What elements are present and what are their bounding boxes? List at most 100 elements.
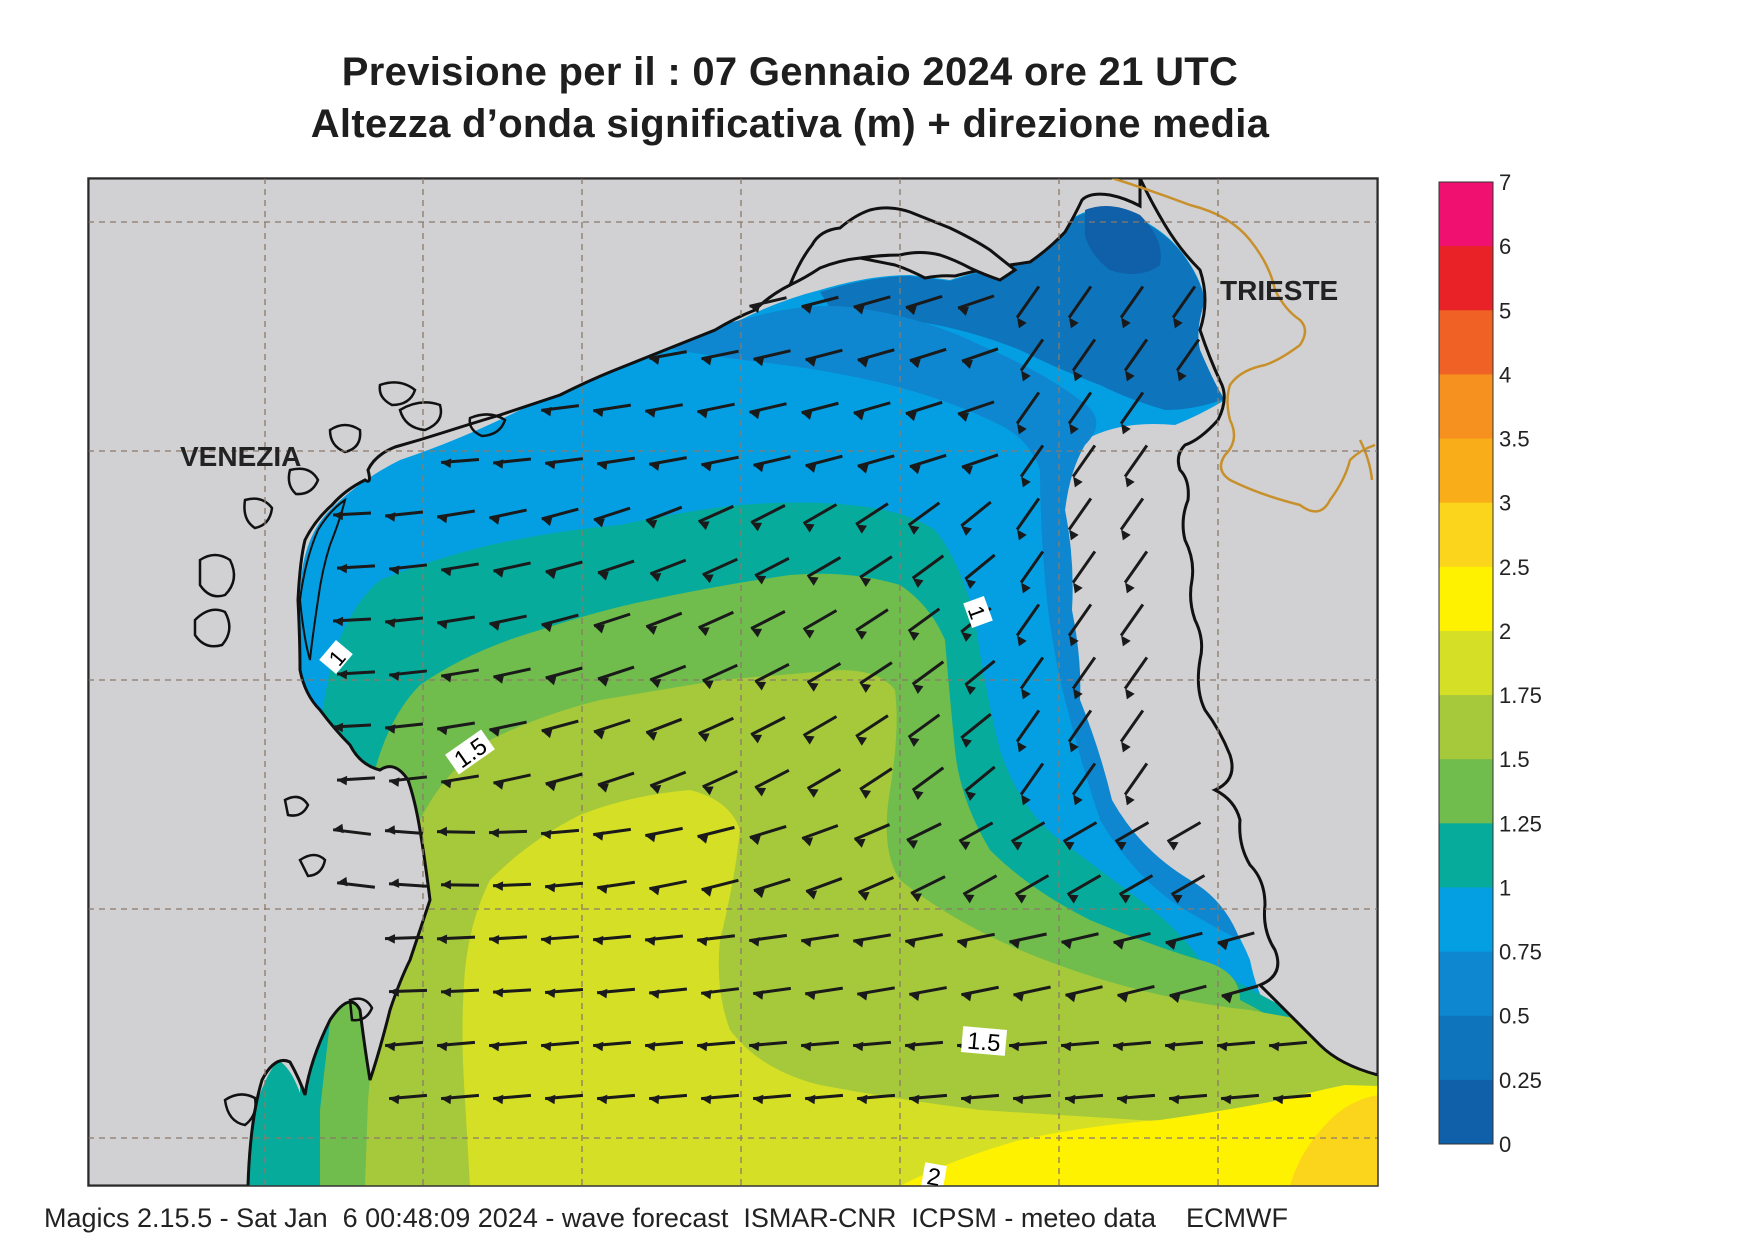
direction-arrow bbox=[1119, 603, 1145, 637]
direction-arrow-head bbox=[807, 576, 819, 586]
direction-arrow-head bbox=[856, 630, 867, 640]
direction-arrow-head bbox=[1069, 317, 1079, 329]
direction-arrow-head bbox=[853, 411, 865, 421]
direction-arrow-head bbox=[389, 1094, 400, 1105]
direction-arrow-head bbox=[645, 1041, 656, 1052]
legend-swatch bbox=[1439, 438, 1493, 504]
direction-arrow-head bbox=[385, 934, 396, 944]
direction-arrow bbox=[749, 296, 787, 308]
direction-arrow-head bbox=[749, 937, 760, 947]
direction-arrow-head bbox=[801, 410, 813, 420]
direction-arrow-head bbox=[1017, 317, 1027, 329]
direction-arrow-head bbox=[650, 573, 662, 582]
direction-arrow-head bbox=[749, 303, 761, 314]
direction-arrow bbox=[957, 400, 995, 416]
direction-arrow bbox=[753, 877, 791, 893]
direction-arrow-head bbox=[1177, 370, 1187, 382]
direction-arrow-head bbox=[1021, 476, 1031, 488]
direction-arrow-head bbox=[908, 631, 920, 641]
direction-arrow-head bbox=[1063, 841, 1075, 851]
direction-arrow-head bbox=[541, 406, 552, 417]
direction-arrow bbox=[1117, 984, 1155, 998]
direction-arrow-head bbox=[962, 465, 973, 475]
direction-arrow-head bbox=[906, 840, 918, 849]
direction-arrow bbox=[964, 765, 996, 793]
direction-arrow-head bbox=[646, 625, 658, 635]
direction-arrow-head bbox=[702, 574, 714, 584]
direction-arrow-head bbox=[805, 463, 817, 473]
legend-label: 2.5 bbox=[1499, 555, 1530, 580]
direction-arrow-head bbox=[701, 989, 712, 1000]
direction-arrow-head bbox=[803, 629, 815, 639]
direction-arrow bbox=[1175, 338, 1201, 372]
direction-arrow-head bbox=[385, 512, 396, 522]
direction-arrow-head bbox=[860, 683, 872, 693]
direction-arrow-head bbox=[1221, 1094, 1232, 1105]
map-frame bbox=[87, 177, 1379, 1187]
legend-label: 6 bbox=[1499, 234, 1511, 259]
direction-arrow-head bbox=[802, 837, 814, 847]
direction-arrow-head bbox=[646, 519, 658, 529]
legend-frame bbox=[1438, 181, 1494, 1145]
legend-label: 1 bbox=[1499, 875, 1511, 900]
direction-arrow-head bbox=[493, 459, 504, 469]
direction-arrow bbox=[1166, 821, 1202, 843]
direction-arrow-head bbox=[1017, 741, 1027, 753]
direction-arrow-head bbox=[1165, 1041, 1176, 1052]
direction-arrow-head bbox=[697, 1041, 708, 1052]
contour-label-1-west: 1 bbox=[319, 639, 353, 675]
direction-arrow bbox=[750, 610, 786, 630]
direction-arrow bbox=[911, 660, 945, 686]
direction-arrow bbox=[859, 661, 893, 685]
direction-arrow bbox=[857, 348, 895, 362]
direction-arrow-head bbox=[856, 736, 867, 746]
direction-arrow bbox=[1171, 285, 1197, 319]
direction-arrow-head bbox=[593, 407, 604, 418]
direction-arrow-head bbox=[493, 881, 504, 891]
direction-arrow-head bbox=[337, 775, 348, 786]
direction-arrow bbox=[910, 875, 946, 895]
direction-arrow bbox=[855, 502, 889, 526]
direction-arrow-head bbox=[806, 890, 818, 900]
direction-arrow-head bbox=[854, 838, 866, 848]
direction-arrow bbox=[645, 505, 683, 523]
direction-arrow-head bbox=[858, 892, 870, 901]
direction-arrow-head bbox=[957, 938, 969, 949]
legend-swatch bbox=[1439, 887, 1493, 953]
legend-swatch bbox=[1439, 246, 1493, 311]
direction-arrow-head bbox=[1069, 635, 1079, 647]
border-line-istria bbox=[1358, 439, 1374, 481]
direction-arrow-head bbox=[1013, 992, 1025, 1002]
direction-arrow-head bbox=[333, 823, 344, 834]
direction-arrow-head bbox=[1171, 894, 1183, 904]
wave-direction-arrows bbox=[332, 285, 1312, 1105]
direction-arrow-head bbox=[803, 735, 815, 745]
direction-arrow-head bbox=[961, 631, 972, 642]
direction-arrow bbox=[958, 821, 994, 843]
direction-arrow-head bbox=[337, 563, 348, 574]
legend-label: 4 bbox=[1499, 362, 1511, 387]
legend-label: 0.75 bbox=[1499, 940, 1542, 965]
direction-arrow-head bbox=[965, 685, 976, 696]
direction-arrow-head bbox=[701, 1094, 712, 1105]
direction-arrow-head bbox=[493, 1094, 504, 1105]
direction-arrow-head bbox=[1073, 370, 1083, 382]
direction-arrow-head bbox=[1009, 939, 1021, 949]
direction-arrow-head bbox=[803, 523, 815, 533]
direction-arrow-head bbox=[749, 835, 761, 846]
direction-arrow-head bbox=[749, 1041, 760, 1052]
direction-arrow bbox=[698, 716, 734, 736]
direction-arrow bbox=[1062, 821, 1098, 843]
direction-arrow-head bbox=[962, 359, 973, 369]
direction-arrow-head bbox=[541, 829, 552, 840]
direction-arrow-head bbox=[698, 627, 710, 637]
direction-arrow-head bbox=[755, 575, 767, 585]
direction-arrow-head bbox=[753, 356, 765, 367]
direction-arrow-head bbox=[597, 571, 609, 581]
direction-arrow bbox=[1123, 656, 1149, 690]
direction-arrow-head bbox=[545, 1094, 556, 1105]
direction-arrow-head bbox=[753, 889, 765, 899]
direction-arrow bbox=[1170, 874, 1206, 896]
direction-arrow bbox=[806, 662, 842, 684]
direction-arrow-head bbox=[493, 988, 504, 998]
